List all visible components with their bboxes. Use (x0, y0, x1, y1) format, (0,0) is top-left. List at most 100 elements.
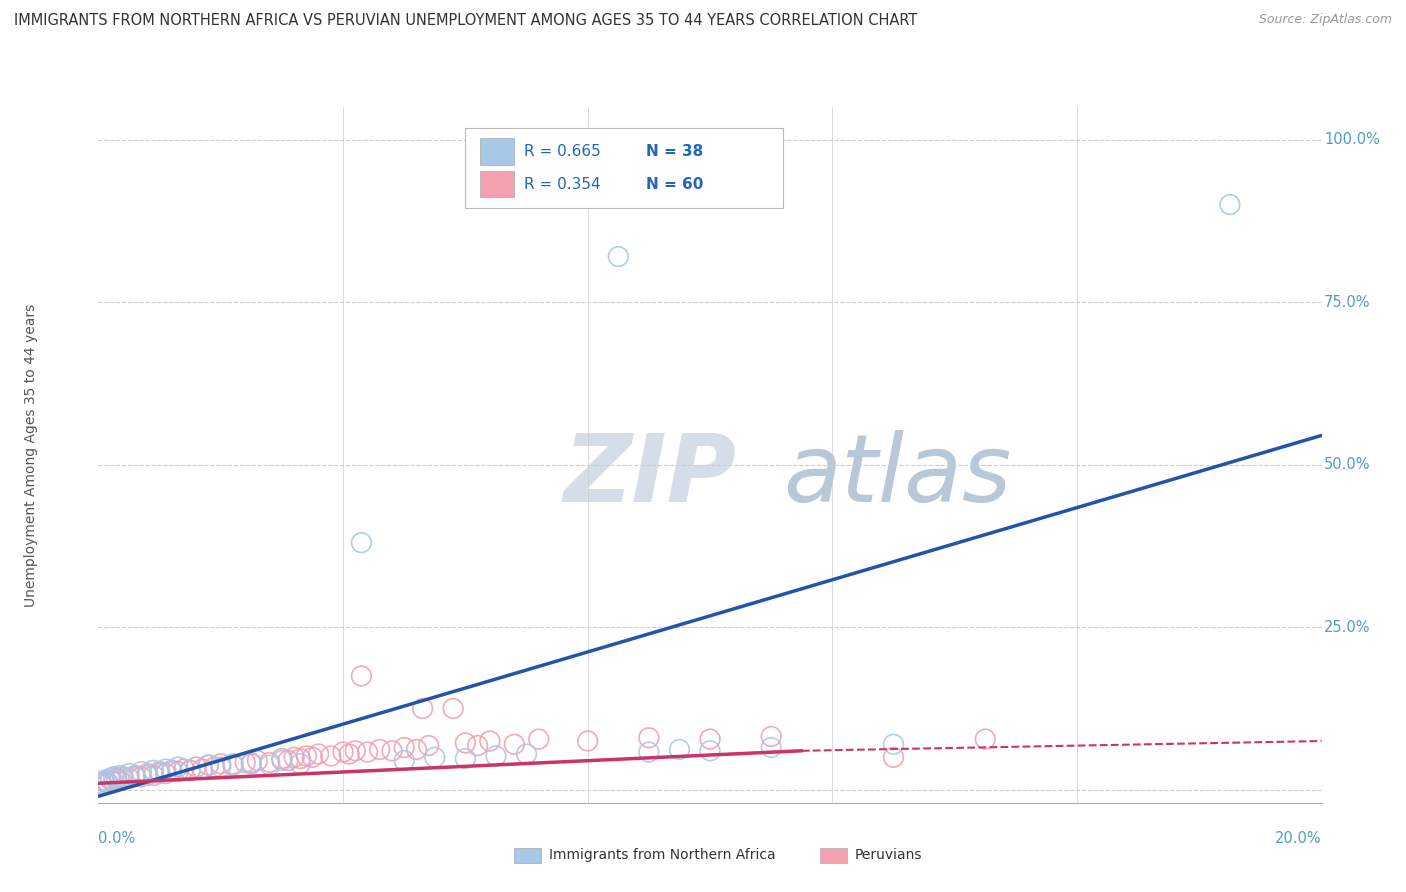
Point (105, 771, 128, 785)
Point (270, 751, 292, 765)
Text: 100.0%: 100.0% (1324, 132, 1379, 147)
Point (111, 770, 134, 784)
Text: atlas: atlas (783, 430, 1012, 521)
Text: R = 0.665: R = 0.665 (524, 145, 600, 159)
Point (142, 768, 165, 782)
Point (179, 764, 201, 778)
Point (240, 756, 263, 771)
Point (167, 764, 190, 779)
Text: 75.0%: 75.0% (1324, 294, 1371, 310)
Point (883, 737, 905, 751)
Point (392, 740, 416, 755)
Point (467, 739, 489, 753)
Point (350, 669, 373, 683)
Point (527, 732, 550, 747)
Point (974, 732, 997, 747)
Point (883, 750, 905, 764)
Point (136, 766, 159, 780)
Bar (515, 848, 541, 863)
Point (90, 778, 112, 792)
Point (155, 762, 177, 776)
Point (179, 764, 201, 778)
Point (209, 760, 232, 774)
Text: Unemployment Among Ages 35 to 44 years: Unemployment Among Ages 35 to 44 years (24, 303, 38, 607)
Point (405, 742, 427, 756)
Point (97, 776, 120, 790)
Point (454, 736, 477, 750)
FancyBboxPatch shape (465, 128, 783, 208)
Point (155, 766, 177, 780)
Point (295, 749, 318, 764)
Point (478, 734, 501, 748)
Point (105, 772, 128, 787)
Point (149, 764, 172, 779)
Text: 20.0%: 20.0% (1275, 830, 1322, 846)
Point (368, 742, 391, 756)
Point (90, 776, 112, 790)
Point (607, 250, 630, 264)
Point (441, 701, 464, 715)
Point (699, 732, 721, 747)
Point (301, 750, 323, 764)
Point (191, 762, 214, 776)
Point (124, 768, 146, 782)
Point (356, 745, 378, 759)
Point (668, 742, 690, 756)
Point (454, 751, 477, 765)
Point (637, 745, 661, 759)
Point (93, 775, 115, 789)
Point (699, 744, 721, 758)
Point (290, 756, 312, 771)
Point (344, 744, 367, 758)
Point (173, 762, 195, 776)
Point (111, 771, 134, 785)
Point (423, 750, 446, 764)
Point (100, 771, 122, 785)
Point (136, 768, 159, 782)
Text: 25.0%: 25.0% (1324, 620, 1371, 635)
Point (118, 771, 141, 785)
Point (197, 758, 219, 772)
Text: IMMIGRANTS FROM NORTHERN AFRICA VS PERUVIAN UNEMPLOYMENT AMONG AGES 35 TO 44 YEA: IMMIGRANTS FROM NORTHERN AFRICA VS PERUV… (14, 13, 918, 29)
Point (277, 754, 299, 768)
Point (350, 535, 373, 549)
Point (108, 772, 131, 787)
Point (337, 747, 360, 761)
Text: Source: ZipAtlas.com: Source: ZipAtlas.com (1258, 13, 1392, 27)
Point (1219, 197, 1241, 211)
Point (93, 772, 115, 787)
Point (209, 756, 232, 771)
Point (118, 766, 141, 780)
Point (100, 772, 122, 787)
Point (259, 756, 281, 770)
Text: 50.0%: 50.0% (1324, 458, 1371, 472)
Point (381, 744, 404, 758)
Point (186, 760, 208, 774)
Point (516, 747, 538, 761)
Point (97, 775, 120, 789)
Text: 0.0%: 0.0% (98, 830, 135, 846)
Point (485, 749, 508, 764)
Point (204, 760, 226, 774)
Bar (820, 848, 846, 863)
Text: ZIP: ZIP (564, 430, 737, 522)
Point (503, 737, 526, 751)
Point (142, 764, 165, 778)
Point (290, 751, 312, 765)
Point (233, 756, 256, 770)
Point (412, 701, 434, 715)
Point (222, 758, 245, 772)
Point (240, 756, 263, 770)
Text: Peruvians: Peruvians (855, 848, 922, 862)
Point (637, 731, 661, 745)
Text: N = 38: N = 38 (647, 145, 703, 159)
Point (270, 754, 292, 768)
Bar (479, 138, 515, 165)
Point (149, 766, 172, 780)
Point (392, 754, 416, 768)
Point (124, 770, 146, 784)
Point (167, 760, 190, 774)
Text: N = 60: N = 60 (647, 177, 704, 192)
Point (308, 747, 330, 761)
Point (759, 740, 782, 755)
